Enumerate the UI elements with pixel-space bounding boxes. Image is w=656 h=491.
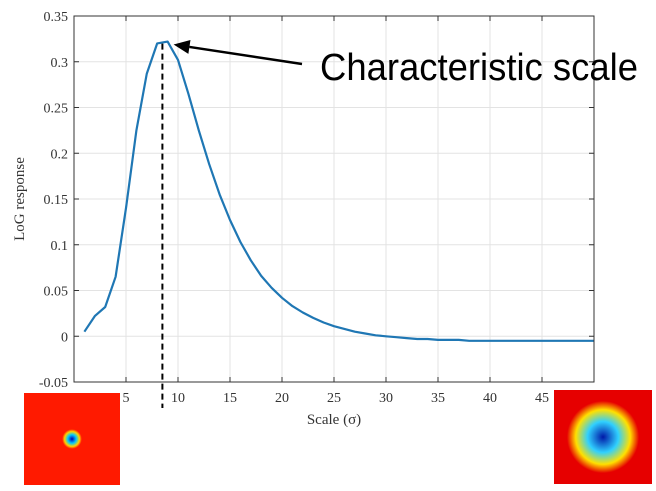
y-axis-title: LoG response [12, 157, 28, 241]
x-tick-label: 45 [535, 391, 549, 406]
thumbnails [24, 390, 652, 485]
y-tick-label: 0.05 [44, 285, 69, 300]
annotation-arrow-shaft [189, 45, 303, 66]
x-axis-title: Scale (σ) [307, 412, 361, 428]
x-tick-label: 40 [483, 391, 497, 406]
y-tick-label: 0.35 [44, 10, 69, 25]
y-tick-label: 0 [61, 330, 68, 345]
x-tick-label: 20 [275, 391, 289, 406]
characteristic-scale-label: Characteristic scale [320, 47, 638, 89]
y-tick-label: 0.3 [51, 56, 69, 71]
y-tick-label: 0.1 [51, 239, 69, 254]
y-tick-label: 0.2 [51, 147, 69, 162]
x-tick-label: 15 [223, 391, 237, 406]
series-layer [83, 40, 594, 342]
small-blob-blob [60, 427, 84, 451]
x-tick-label: 30 [379, 391, 393, 406]
x-tick-label: 5 [123, 391, 130, 406]
y-tick-label: -0.05 [39, 376, 68, 391]
x-tick-label: 35 [431, 391, 445, 406]
log-response-line [83, 40, 594, 342]
large-blob-blob [559, 393, 647, 481]
annotation: Characteristic scale [173, 40, 638, 89]
y-tick-label: 0.25 [44, 102, 69, 117]
annotation-arrow-head [173, 40, 191, 54]
x-tick-label: 25 [327, 391, 341, 406]
x-tick-label: 10 [171, 391, 185, 406]
y-tick-label: 0.15 [44, 193, 69, 208]
tick-layer: 5 10 15 20 25 30 35 40 45 -0.05 0 0.05 0.1 0.15 0.2 0.2… [39, 10, 594, 406]
